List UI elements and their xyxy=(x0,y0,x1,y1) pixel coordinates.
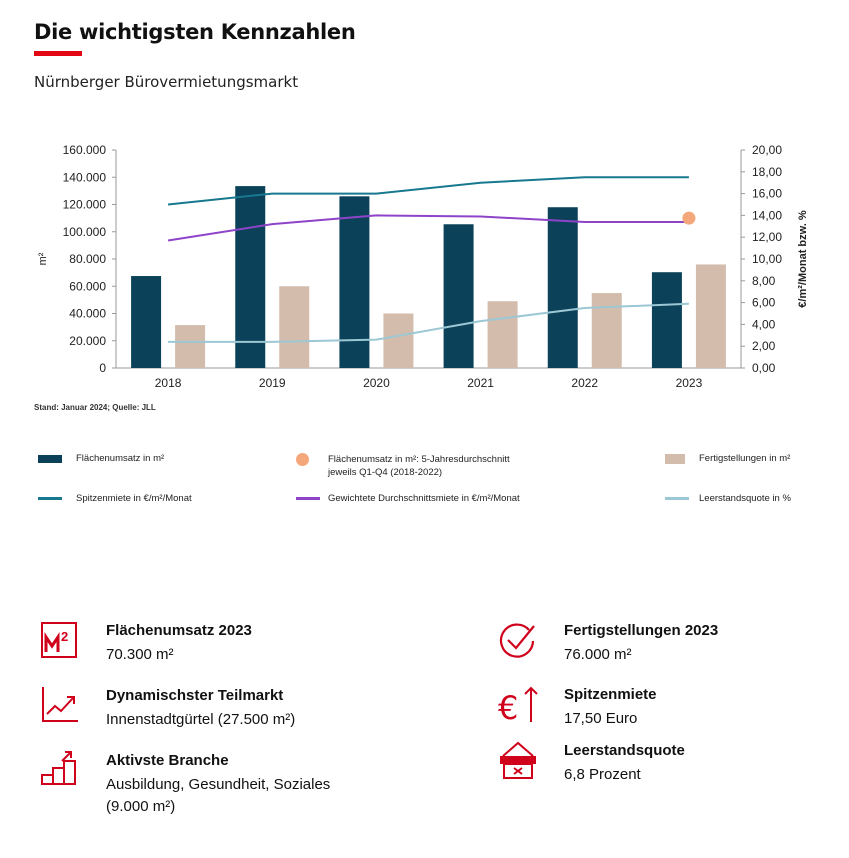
x-tick-label: 2023 xyxy=(676,376,703,390)
kpi-value: 70.300 m² xyxy=(106,646,174,663)
y-left-tick-label: 0 xyxy=(99,361,106,375)
legend-label-spitze: Spitzenmiete in €/m²/Monat xyxy=(76,493,192,504)
y-left-tick-label: 140.000 xyxy=(63,170,107,184)
line-durchschnittsmiete xyxy=(167,214,689,242)
svg-text:€: € xyxy=(498,689,518,726)
y-left-tick-label: 120.000 xyxy=(63,198,107,212)
legend-swatch-umsatz xyxy=(38,455,62,463)
kpi-value-line1: Ausbildung, Gesundheit, Soziales xyxy=(106,776,331,793)
title-underline xyxy=(34,51,82,56)
trend-up-chart-icon xyxy=(42,687,78,722)
bar-fertigstellungen xyxy=(487,301,518,368)
y-left-tick-label: 20.000 xyxy=(69,334,106,348)
y-left-tick-label: 40.000 xyxy=(69,307,106,321)
y-right-tick-label: 4,00 xyxy=(752,317,776,331)
y-right-tick-label: 18,00 xyxy=(752,165,782,179)
kpi-value: Ausbildung, Gesundheit, Soziales (9.000 … xyxy=(106,774,330,818)
y-right-tick-label: 6,00 xyxy=(752,296,776,310)
vacant-sign-icon xyxy=(500,741,536,779)
page-subtitle: Nürnberger Bürovermietungsmarkt xyxy=(34,73,299,91)
bar-fertigstellungen xyxy=(383,313,414,368)
bar-fertigstellungen xyxy=(279,286,310,368)
x-tick-label: 2019 xyxy=(259,376,286,390)
legend-swatch-avg xyxy=(296,453,309,466)
kpi-label: Aktivste Branche xyxy=(106,752,229,769)
kpi-label: Fertigstellungen 2023 xyxy=(564,622,719,639)
euro-up-icon: € xyxy=(498,686,538,726)
y-left-tick-label: 160.000 xyxy=(63,143,107,157)
bar-flaechenumsatz xyxy=(651,272,682,368)
y-right-tick-label: 12,00 xyxy=(752,230,782,244)
bar-flaechenumsatz xyxy=(339,196,370,368)
kpi-label: Leerstandsquote xyxy=(564,742,685,759)
legend-label-leerstand: Leerstandsquote in % xyxy=(699,493,791,504)
legend-label-avg-line1: Flächenumsatz in m²: 5-Jahresdurchschnit… xyxy=(328,454,510,465)
page-title: Die wichtigsten Kennzahlen xyxy=(34,20,356,44)
bar-flaechenumsatz xyxy=(443,224,474,368)
svg-text:2: 2 xyxy=(61,629,68,644)
m2-icon: 2 xyxy=(41,622,77,658)
legend-swatch-spitze xyxy=(38,497,62,500)
bar-flaechenumsatz xyxy=(235,186,266,368)
legend-swatch-leerstand xyxy=(665,497,689,500)
kpi-label: Spitzenmiete xyxy=(564,686,657,703)
kpi-value: 17,50 Euro xyxy=(564,710,638,727)
bar-fertigstellungen xyxy=(695,264,726,368)
x-tick-label: 2022 xyxy=(571,376,598,390)
kpi-value: Innenstadtgürtel (27.500 m²) xyxy=(106,711,296,728)
x-tick-label: 2020 xyxy=(363,376,390,390)
x-tick-label: 2021 xyxy=(467,376,494,390)
legend-label-avg-line2: jeweils Q1-Q4 (2018-2022) xyxy=(328,467,443,478)
bar-fertigstellungen xyxy=(591,293,622,368)
check-circle-icon xyxy=(499,623,535,658)
x-tick-label: 2018 xyxy=(155,376,182,390)
bar-fertigstellungen xyxy=(175,325,206,368)
kpi-value: 76.000 m² xyxy=(564,646,632,663)
bar-flaechenumsatz xyxy=(547,207,578,368)
legend-label-fertig: Fertigstellungen in m² xyxy=(699,453,791,464)
y-left-tick-label: 100.000 xyxy=(63,225,107,239)
bar-flaechenumsatz xyxy=(131,276,162,368)
legend-label-avg: Flächenumsatz in m²: 5-Jahresdurchschnit… xyxy=(328,453,510,479)
y-right-tick-label: 8,00 xyxy=(752,274,776,288)
legend-label-umsatz: Flächenumsatz in m² xyxy=(76,453,165,464)
kpi-label: Dynamischster Teilmarkt xyxy=(106,687,284,704)
combo-chart: 0 20.000 40.000 60.000 80.000 100.000 120.000 1… xyxy=(37,143,809,390)
kpi-value: 6,8 Prozent xyxy=(564,766,641,783)
y-right-tick-label: 16,00 xyxy=(752,187,782,201)
y-right-tick-label: 2,00 xyxy=(752,339,776,353)
kpi-value-line2: (9.000 m²) xyxy=(106,798,176,815)
y-right-tick-label: 14,00 xyxy=(752,208,782,222)
y-left-axis-title: m² xyxy=(37,252,49,265)
rising-bars-icon xyxy=(41,751,76,785)
legend-swatch-fertig xyxy=(665,454,685,464)
chart-source: Stand: Januar 2024; Quelle: JLL xyxy=(34,403,156,412)
y-left-tick-label: 80.000 xyxy=(69,252,106,266)
y-right-tick-label: 20,00 xyxy=(752,143,782,157)
y-right-axis-title: €/m²/Monat bzw. % xyxy=(797,210,809,308)
y-left-tick-label: 60.000 xyxy=(69,279,106,293)
line-leerstandsquote xyxy=(168,302,689,343)
point-5yr-average xyxy=(682,211,696,225)
legend-swatch-durchschnitt xyxy=(296,497,320,500)
kpi-label: Flächenumsatz 2023 xyxy=(106,622,252,639)
y-right-tick-label: 10,00 xyxy=(752,252,782,266)
legend-label-durchschnitt: Gewichtete Durchschnittsmiete in €/m²/Mo… xyxy=(328,493,520,504)
line-spitzenmiete xyxy=(167,176,689,206)
y-right-tick-label: 0,00 xyxy=(752,361,776,375)
